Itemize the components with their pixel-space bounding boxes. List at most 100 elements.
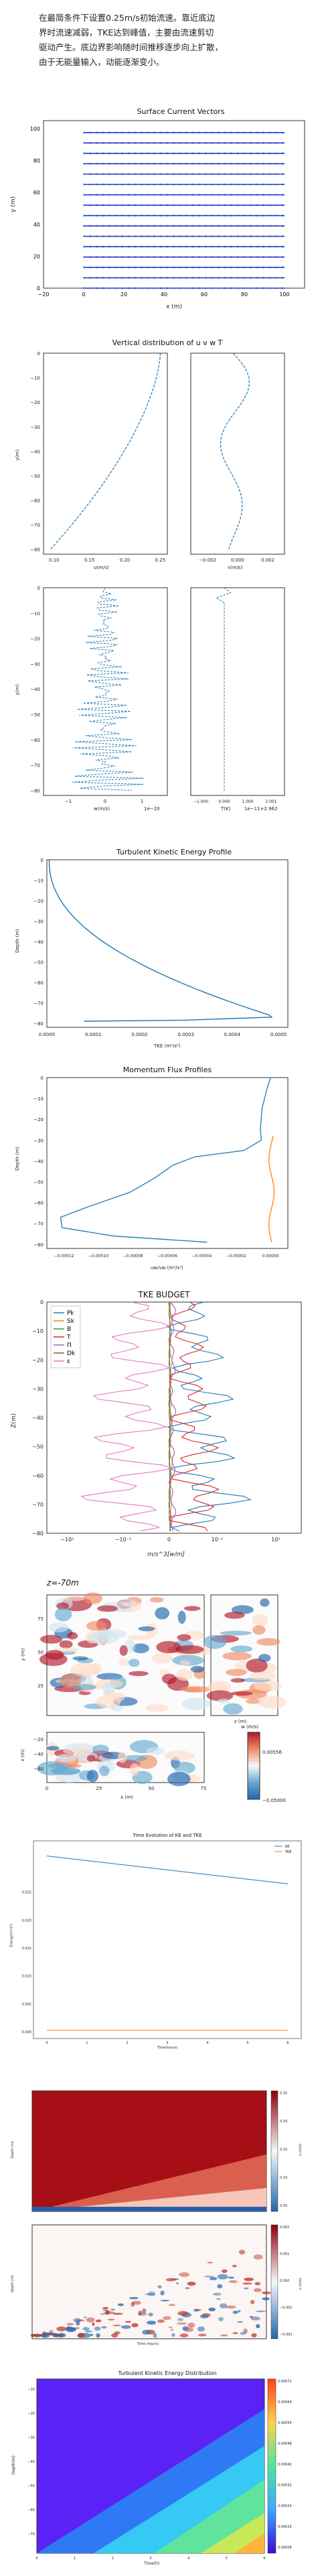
w-blob: [164, 1750, 195, 1761]
w-y-tick-label: −60: [30, 738, 40, 743]
y-tick-label: −40: [33, 1159, 44, 1164]
v-spot: [232, 2331, 238, 2335]
v-spot: [165, 2278, 176, 2282]
v-spot: [232, 2311, 238, 2314]
w-field-chart: z=-70m 0 25 50 75 25 50 75 −20 −40 −60 0.00556 −0.0…: [0, 1578, 324, 1819]
w-y-tick-label: −40: [30, 687, 40, 692]
w-y-tick-label: −30: [30, 661, 40, 667]
v-spot: [182, 2326, 189, 2331]
v-spot: [250, 2316, 260, 2321]
w-blob: [92, 1663, 102, 1674]
w-blob: [175, 1669, 193, 1681]
y-tick-label: −80: [32, 1531, 44, 1537]
v-spot: [213, 2293, 222, 2296]
v-spot: [117, 2303, 124, 2307]
w-blob: [72, 1656, 88, 1661]
legend-label: TKE: [285, 1850, 292, 1854]
x-tick-label: 25: [96, 1786, 102, 1791]
z-tick-label: −40: [33, 1752, 44, 1757]
x-tick-label: 0: [35, 2557, 37, 2561]
y-tick-label: −20: [33, 899, 44, 904]
u-y-tick-label: −30: [30, 425, 40, 430]
x-tick-label: −10¹: [60, 1537, 74, 1543]
legend-label: T: [66, 1334, 71, 1341]
y-tick-label: −60: [33, 1201, 44, 1206]
w-blob: [123, 1754, 148, 1762]
y-tick-label: 80: [33, 158, 40, 164]
legend-label: Dk: [67, 1350, 76, 1357]
v-spot: [253, 2254, 263, 2260]
v-spot: [254, 2282, 261, 2286]
v-spot: [199, 2314, 209, 2319]
y-tick-label: 40: [33, 222, 40, 228]
w-blob: [48, 1622, 69, 1632]
w-blob: [222, 1651, 252, 1661]
colorbar-tick: 0.00016: [278, 2525, 292, 2529]
budget-series-line: [80, 1301, 174, 1532]
w-blob: [86, 1770, 99, 1783]
u-y-tick-label: −70: [30, 523, 40, 528]
w-y-tick-label: 0: [37, 586, 40, 591]
ke-evolution-chart: Time Evolution of KE and TKE KE TKE 0 1 2 3 4…: [0, 1826, 324, 2074]
colorbar-tick: 0.00556: [262, 1750, 282, 1755]
u-y-tick-label: 0: [37, 351, 40, 357]
y-tick-label: 20: [33, 253, 40, 259]
v-spot: [141, 2308, 147, 2314]
v-x-tick-label: 0.000: [231, 558, 244, 563]
v-spot: [204, 2275, 214, 2278]
y-tick-label: −20: [33, 1117, 44, 1122]
w-blob: [72, 1684, 97, 1691]
v-spot: [250, 2300, 255, 2305]
y-tick-label: −20: [27, 2412, 35, 2416]
t-offset: 1e−11+2.962: [244, 806, 278, 812]
x-tick-label: 2: [112, 2557, 114, 2561]
w-blob: [145, 1703, 169, 1712]
v-spot: [82, 2327, 90, 2331]
v-spot: [125, 2321, 132, 2323]
w-y-tick-label: −70: [30, 763, 40, 769]
legend-label: Pk: [67, 1310, 74, 1317]
v-spot: [219, 2303, 228, 2309]
w-x-tick-label: −1: [65, 799, 72, 804]
w-blob: [258, 1654, 271, 1663]
y-axis-label: Energy(m²/s²): [9, 1923, 14, 1947]
v-spot: [163, 2316, 171, 2321]
u-x-tick-label: 0.25: [155, 558, 166, 563]
w-blob: [59, 1673, 82, 1688]
v-spot: [144, 2293, 155, 2295]
legend-label: Sk: [67, 1318, 75, 1325]
y-tick-label: −30: [33, 1138, 44, 1143]
y-tick-label: −40: [33, 940, 44, 945]
v-spot: [251, 2333, 257, 2337]
w-x-tick-label: 0: [104, 799, 106, 804]
v-clabel: v (m/s): [298, 2278, 303, 2290]
x-axis-label: Time(hours): [157, 2046, 178, 2050]
v-spot: [244, 2287, 249, 2290]
v-spot: [179, 2272, 190, 2277]
u-colorbar-tick: 0.25: [280, 2091, 287, 2096]
v-spot: [244, 2277, 254, 2281]
v-spot: [193, 2309, 200, 2312]
w-blob: [46, 1746, 60, 1751]
w-y-tick-label: −20: [30, 637, 40, 642]
v-spot: [221, 2269, 228, 2273]
w-blob: [122, 1601, 141, 1608]
v-spot: [198, 2333, 207, 2337]
w-blob: [83, 1592, 102, 1604]
uv-heatmap-chart: 0.25 0.20 0.15 0.10 0.05 0.002 0.001 0.000 −0.00…: [0, 2087, 324, 2362]
w-blob: [180, 1685, 212, 1693]
z-tick-label: −20: [33, 1737, 44, 1742]
y-tick-label: −10: [33, 878, 44, 883]
w-blob: [138, 1626, 155, 1632]
x-tick-label: −0.00012: [54, 1254, 74, 1259]
y-tick-label: 0: [40, 1299, 44, 1305]
v-spot: [102, 2307, 109, 2309]
w-blob: [56, 1754, 77, 1762]
w-blob: [102, 1682, 114, 1695]
x-tick-label: 5: [246, 2041, 248, 2045]
y-tick-label: −70: [33, 1222, 44, 1227]
y-tick-label: 100: [30, 126, 40, 132]
v-spot: [217, 2284, 223, 2289]
y-tick-label: −30: [27, 2436, 35, 2440]
w-blob: [254, 1680, 282, 1691]
